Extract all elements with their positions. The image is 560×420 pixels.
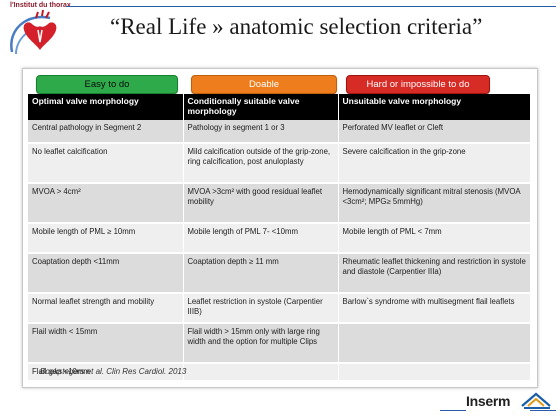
table-cell: Mild calcification outside of the grip-z… (183, 143, 339, 184)
table-cell: Leaflet restriction in systole (Carpenti… (183, 293, 339, 324)
table-row: Coaptation depth <11mm Coaptation depth … (28, 253, 530, 294)
inserm-brand: Inserm (466, 393, 511, 409)
table-cell: Mobile length of PML 7- <10mm (183, 223, 339, 254)
citation: Boekstegers et al. Clin Res Cardiol. 201… (40, 367, 187, 376)
inserm-emblem-icon (521, 392, 551, 409)
table-row: Central pathology in Segment 2 Pathology… (28, 120, 530, 144)
category-easy: Easy to do (36, 75, 178, 94)
table-row: MVOA > 4cm² MVOA >3cm² with good residua… (28, 183, 530, 224)
table-cell: Normal leaflet strength and mobility (28, 293, 184, 324)
table-cell: Mobile length of PML ≥ 10mm (28, 223, 184, 254)
footer-rule-left (440, 410, 466, 411)
table-cell: Pathology in segment 1 or 3 (183, 120, 339, 144)
table-cell: Coaptation depth <11mm (28, 253, 184, 294)
table-cell: Flail gap <10mm (28, 363, 184, 382)
header-optimal: Optimal valve morphology (28, 94, 184, 120)
table-cell: Coaptation depth ≥ 11 mm (183, 253, 339, 294)
table-cell: Perforated MV leaflet or Cleft (338, 120, 530, 144)
table-cell: Barlow`s syndrome with multisegment flai… (338, 293, 530, 324)
table-cell: Flail width > 15mm only with large ring … (183, 323, 339, 364)
institute-label: l'Institut du thorax (10, 2, 71, 9)
table-row: No leaflet calcification Mild calcificat… (28, 143, 530, 184)
table-cell (338, 363, 530, 382)
table-cell: Severe calcification in the grip-zone (338, 143, 530, 184)
table-cell (183, 363, 339, 382)
table-cell: No leaflet calcification (28, 143, 184, 184)
table-cell: Flail width < 15mm (28, 323, 184, 364)
header-conditional: Conditionally suitable valve morphology (183, 94, 339, 120)
table-row: Mobile length of PML ≥ 10mm Mobile lengt… (28, 223, 530, 254)
header-rule (66, 6, 556, 7)
table-cell: Hemodynamically significant mitral steno… (338, 183, 530, 224)
heart-logo-icon (10, 9, 57, 55)
header-unsuitable: Unsuitable valve morphology (338, 94, 530, 120)
table-cell: MVOA >3cm² with good residual leaflet mo… (183, 183, 339, 224)
table-row: Flail width < 15mm Flail width > 15mm on… (28, 323, 530, 364)
table-cell (338, 323, 530, 364)
table-cell: MVOA > 4cm² (28, 183, 184, 224)
table-cell: Central pathology in Segment 2 (28, 120, 184, 144)
slide-title: “Real Life » anatomic selection criteria… (110, 14, 483, 39)
table-cell: Rheumatic leaflet thickening and restric… (338, 253, 530, 294)
footer-rule-right (530, 410, 556, 411)
criteria-table: Optimal valve morphology Conditionally s… (28, 94, 530, 382)
table-row: Normal leaflet strength and mobility Lea… (28, 293, 530, 324)
table-cell: Mobile length of PML < 7mm (338, 223, 530, 254)
institute-logo: l'Institut du thorax (2, 2, 88, 58)
category-hard: Hard or impossible to do (346, 75, 490, 94)
table-header-row: Optimal valve morphology Conditionally s… (28, 94, 530, 120)
table-row: Flail gap <10mm (28, 363, 530, 382)
category-doable: Doable (191, 75, 337, 94)
